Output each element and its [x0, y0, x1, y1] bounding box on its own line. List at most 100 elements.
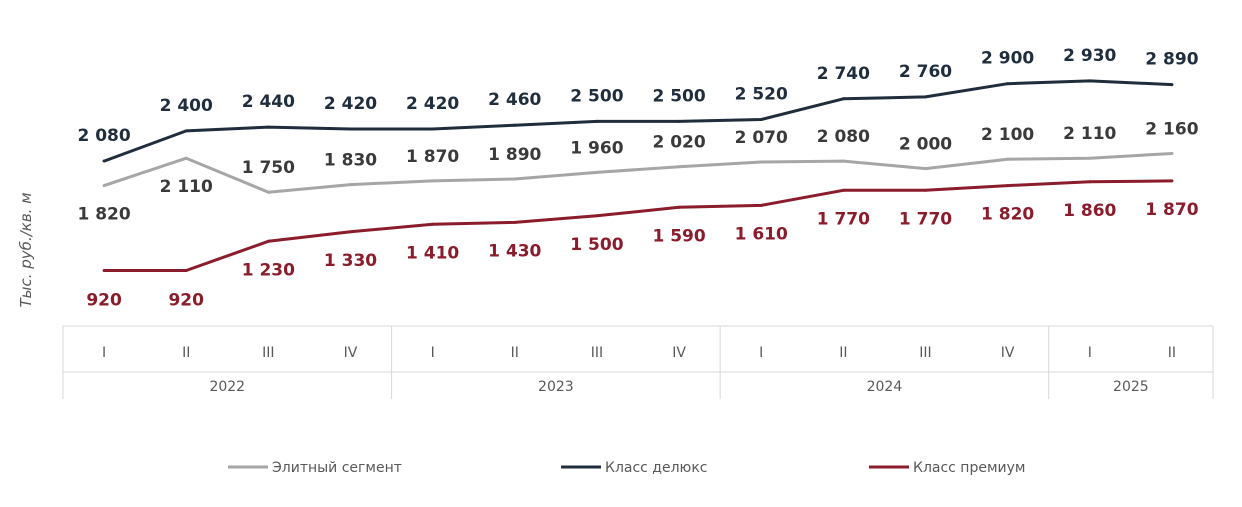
data-label: 1 770: [817, 209, 870, 229]
data-label: 2 110: [160, 177, 213, 197]
data-label: 2 000: [899, 135, 952, 155]
x-tick-label: II: [511, 345, 519, 361]
data-point: [1006, 82, 1010, 86]
data-label: 2 500: [570, 86, 623, 106]
data-point: [759, 160, 763, 164]
data-label: 1 770: [899, 209, 952, 229]
data-point: [431, 127, 435, 131]
data-point: [431, 222, 435, 226]
data-point: [677, 165, 681, 169]
x-year-label: 2023: [538, 379, 574, 395]
data-label: 2 020: [652, 133, 705, 153]
data-point: [513, 123, 517, 127]
x-tick-label: IV: [672, 345, 686, 361]
data-label: 2 420: [406, 94, 459, 114]
data-label: 2 070: [735, 128, 788, 148]
series-line: [104, 179, 1172, 272]
data-label: 2 520: [735, 85, 788, 105]
data-label: 1 830: [324, 151, 377, 171]
data-label: 2 890: [1145, 50, 1198, 70]
data-point: [266, 125, 270, 129]
data-label: 2 900: [981, 49, 1034, 69]
x-tick-label: I: [759, 345, 763, 361]
data-point: [677, 205, 681, 209]
data-point: [924, 188, 927, 192]
x-tick-label: IV: [1001, 345, 1015, 361]
data-label: 1 330: [324, 251, 377, 271]
legend-label: Элитный сегмент: [272, 460, 402, 476]
data-point: [513, 177, 517, 181]
data-label: 2 740: [817, 64, 870, 84]
x-tick-label: III: [262, 345, 274, 361]
data-point: [1170, 83, 1174, 87]
data-point: [1088, 156, 1092, 160]
data-label: 1 890: [488, 145, 541, 165]
data-label: 1 230: [242, 260, 295, 280]
data-label: 1 500: [570, 235, 623, 255]
x-tick-label: II: [1168, 345, 1176, 361]
data-label: 2 760: [899, 62, 952, 82]
data-label: 1 820: [77, 205, 130, 225]
x-tick-label: III: [919, 345, 931, 361]
data-point: [1170, 152, 1174, 156]
data-label: 2 080: [77, 126, 130, 146]
data-label: 2 110: [1063, 124, 1116, 144]
data-point: [595, 214, 599, 218]
data-point: [349, 230, 352, 234]
y-axis-label: Тыс. руб./кв. м: [17, 192, 35, 307]
legend-label: Класс делюкс: [605, 460, 708, 476]
x-tick-label: II: [839, 345, 847, 361]
data-point: [759, 118, 763, 122]
x-year-label: 2024: [867, 379, 903, 395]
data-point: [102, 269, 106, 272]
data-label: 1 610: [735, 224, 788, 244]
data-label: 2 080: [817, 127, 870, 147]
data-label: 1 750: [242, 158, 295, 178]
data-label: 1 430: [488, 241, 541, 261]
data-point: [1170, 179, 1174, 183]
series-line: [103, 79, 1172, 163]
data-point: [102, 159, 106, 163]
data-point: [924, 95, 927, 99]
data-point: [595, 170, 599, 174]
legend-label: Класс премиум: [913, 460, 1025, 476]
data-label: 1 870: [406, 147, 459, 167]
x-tick-label: II: [182, 345, 190, 361]
x-year-label: 2022: [209, 379, 245, 395]
data-point: [841, 97, 845, 101]
data-label: 1 410: [406, 243, 459, 263]
data-label: 2 500: [652, 86, 705, 106]
data-point: [759, 203, 763, 207]
data-label: 920: [168, 291, 204, 311]
data-point: [1006, 184, 1010, 188]
data-point: [924, 167, 927, 171]
data-label: 1 870: [1145, 200, 1198, 220]
data-point: [349, 127, 352, 131]
data-label: 2 460: [488, 90, 541, 110]
data-point: [102, 184, 106, 188]
data-point: [184, 129, 188, 133]
data-point: [841, 188, 845, 192]
x-tick-label: I: [431, 345, 435, 361]
data-point: [266, 190, 270, 194]
data-point: [513, 220, 517, 224]
data-label: 1 590: [652, 226, 705, 246]
data-point: [841, 159, 845, 163]
x-tick-label: III: [591, 345, 603, 361]
data-point: [677, 119, 681, 123]
data-point: [431, 179, 435, 183]
data-point: [595, 119, 599, 123]
data-label: 2 400: [160, 96, 213, 116]
data-point: [184, 156, 188, 160]
data-label: 920: [86, 291, 122, 311]
x-tick-label: IV: [344, 345, 358, 361]
data-label: 2 100: [981, 125, 1034, 145]
data-point: [1088, 180, 1092, 184]
x-tick-label: I: [1088, 345, 1092, 361]
data-point: [184, 269, 188, 272]
x-tick-label: I: [102, 345, 106, 361]
series-line: [103, 152, 1172, 194]
data-point: [349, 183, 352, 187]
data-point: [266, 239, 270, 243]
